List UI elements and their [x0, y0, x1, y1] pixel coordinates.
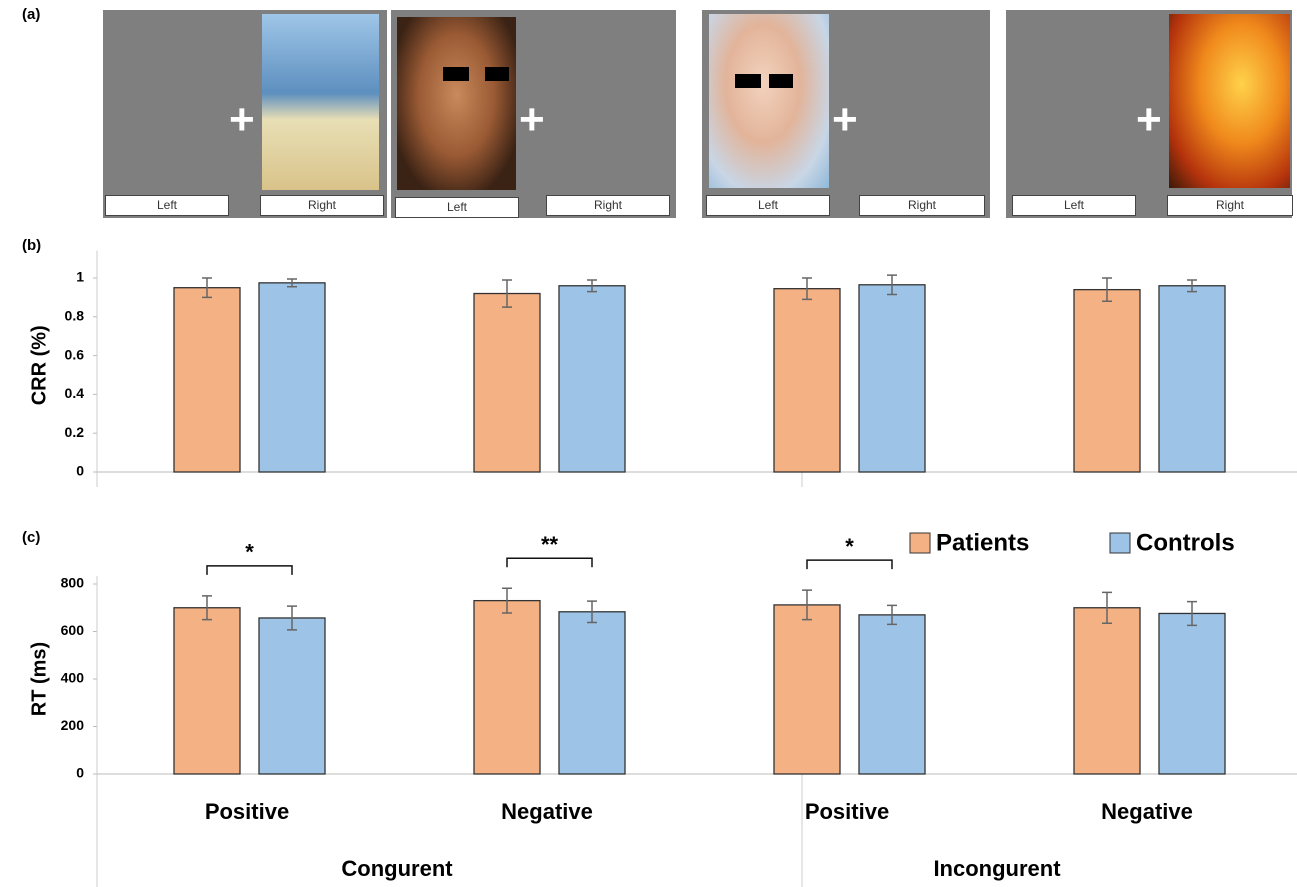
panel-label: (c) — [22, 529, 40, 546]
legend-swatch — [909, 532, 931, 554]
error-bar — [887, 604, 897, 626]
bar — [473, 599, 541, 775]
error-bar — [287, 278, 297, 288]
fixation-cross: + — [229, 95, 255, 144]
stimulus-screen: + Left Right — [702, 10, 990, 218]
bar — [473, 292, 541, 473]
stimulus-screen: + Left Right — [391, 10, 676, 218]
significance-label: * — [845, 534, 854, 559]
error-bar — [1102, 591, 1112, 624]
y-axis-title: RT (ms) — [28, 642, 50, 716]
error-bar — [202, 277, 212, 299]
x-tick-label: Positive — [205, 799, 289, 824]
bar — [773, 604, 841, 775]
bar — [558, 611, 626, 775]
right-button: Right — [1167, 195, 1293, 216]
bar — [173, 607, 241, 775]
stimulus-screen: + Left Right — [1006, 10, 1293, 218]
bar — [1158, 285, 1226, 473]
stimulus-screen: + Left Right — [103, 10, 387, 218]
y-tick-label: 0.4 — [65, 385, 85, 401]
y-tick-label: 200 — [61, 717, 85, 733]
bar — [258, 282, 326, 473]
fixation-cross: + — [832, 95, 858, 144]
photo — [397, 17, 516, 190]
x-tick-label: Negative — [1101, 799, 1193, 824]
bar — [858, 284, 926, 473]
fixation-cross: + — [519, 95, 545, 144]
error-bar — [502, 279, 512, 308]
fixation-cross: + — [1136, 95, 1162, 144]
left-button: Left — [395, 197, 519, 218]
bar — [258, 617, 326, 775]
legend-swatch — [1109, 532, 1131, 554]
right-button: Right — [859, 195, 985, 216]
significance-label: * — [245, 540, 254, 565]
bar — [858, 614, 926, 775]
group-label: Congurent — [341, 856, 453, 881]
x-tick-label: Negative — [501, 799, 593, 824]
y-tick-label: 800 — [61, 575, 85, 591]
y-tick-label: 0 — [76, 765, 84, 781]
y-tick-label: 0.2 — [65, 424, 85, 440]
error-bar — [802, 589, 812, 621]
error-bar — [202, 595, 212, 621]
error-bar — [587, 279, 597, 293]
error-bar — [587, 600, 597, 624]
y-tick-label: 0 — [76, 463, 84, 479]
error-bar — [502, 587, 512, 614]
left-button: Left — [105, 195, 229, 216]
right-button: Right — [546, 195, 670, 216]
error-bar — [1187, 279, 1197, 293]
legend-label: Patients — [936, 529, 1029, 556]
panel-label: (b) — [22, 237, 41, 254]
significance-bracket — [806, 559, 893, 570]
significance-label: ** — [541, 532, 559, 557]
left-button: Left — [1012, 195, 1136, 216]
significance-bracket — [506, 557, 593, 568]
bar — [1073, 607, 1141, 775]
photo — [709, 14, 829, 188]
y-tick-label: 400 — [61, 670, 85, 686]
right-button: Right — [260, 195, 384, 216]
photo — [262, 14, 379, 190]
bar — [1158, 612, 1226, 775]
y-tick-label: 0.8 — [65, 308, 85, 324]
error-bar — [1102, 277, 1112, 303]
left-button: Left — [706, 195, 830, 216]
error-bar — [1187, 600, 1197, 627]
significance-bracket — [206, 565, 293, 575]
error-bar — [287, 605, 297, 631]
y-tick-label: 1 — [76, 269, 84, 285]
error-bar — [887, 274, 897, 296]
x-tick-label: Positive — [805, 799, 889, 824]
y-tick-label: 0.6 — [65, 346, 85, 362]
legend-label: Controls — [1136, 529, 1235, 556]
y-tick-label: 600 — [61, 622, 85, 638]
bar — [558, 285, 626, 473]
bar — [1073, 288, 1141, 473]
group-label: Incongurent — [933, 856, 1061, 881]
photo — [1169, 14, 1290, 188]
bar — [173, 287, 241, 473]
bar — [773, 288, 841, 473]
error-bar — [802, 277, 812, 301]
y-axis-title: CRR (%) — [28, 325, 50, 405]
panel-label: (a) — [22, 6, 41, 23]
